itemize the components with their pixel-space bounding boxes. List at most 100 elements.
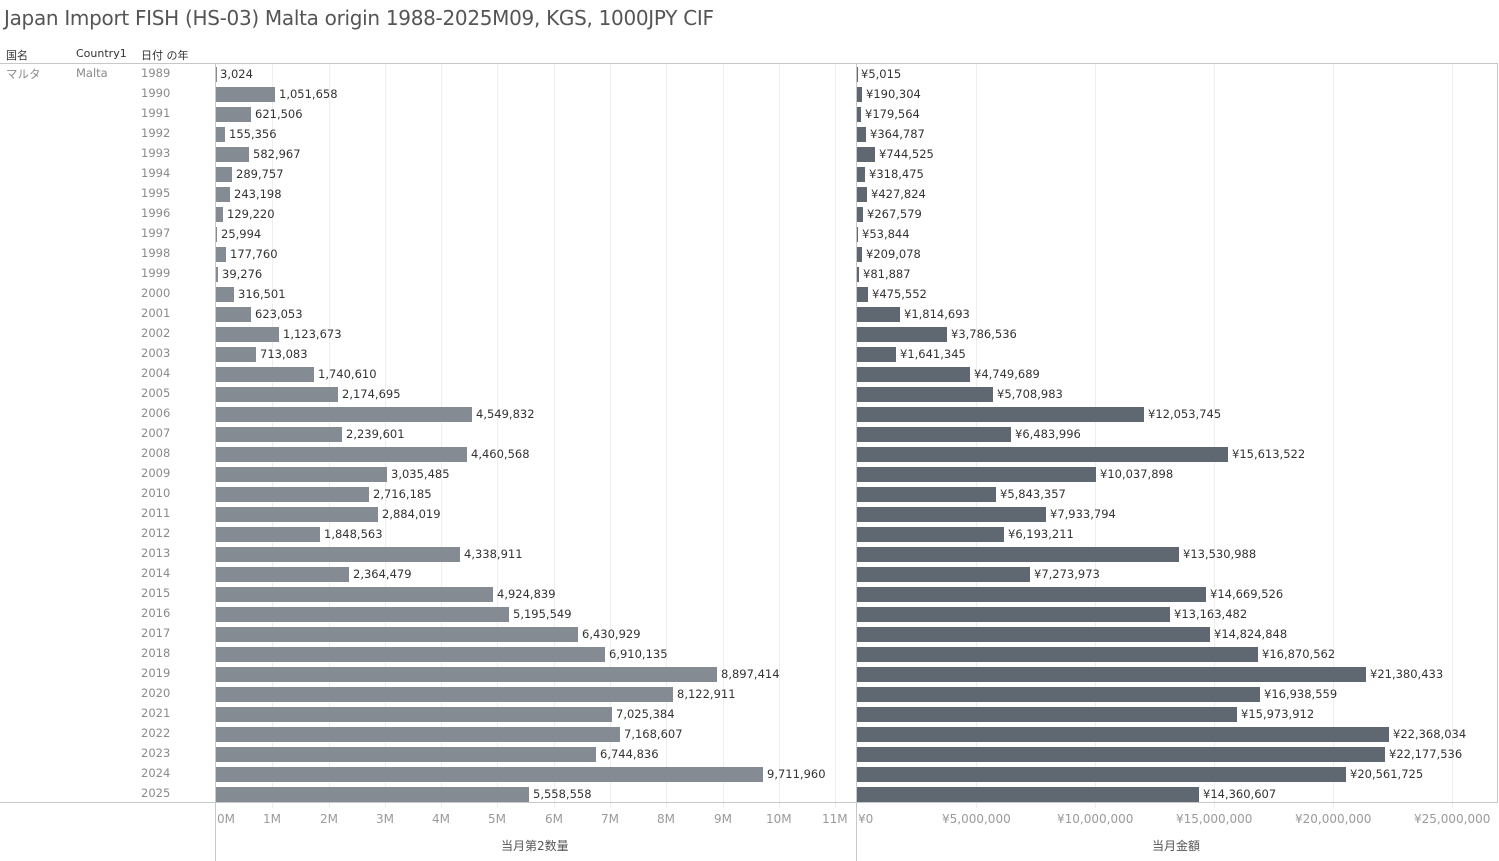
qty-bar[interactable] bbox=[216, 607, 509, 622]
amount-bar[interactable] bbox=[857, 627, 1210, 642]
qty-bar[interactable] bbox=[216, 707, 612, 722]
amount-bar[interactable] bbox=[857, 787, 1199, 802]
qty-bar[interactable] bbox=[216, 387, 339, 402]
qty-bar[interactable] bbox=[216, 747, 596, 762]
qty-value-label: 9,711,960 bbox=[767, 767, 826, 781]
amount-tick-label: ¥0 bbox=[858, 812, 874, 826]
qty-bar[interactable] bbox=[216, 567, 350, 582]
amount-bar[interactable] bbox=[857, 507, 1046, 522]
qty-value-label: 582,967 bbox=[253, 147, 301, 161]
amount-bar[interactable] bbox=[857, 407, 1144, 422]
qty-bar[interactable] bbox=[216, 327, 280, 342]
qty-bar[interactable] bbox=[216, 687, 674, 702]
row-country-en: Malta bbox=[76, 66, 108, 80]
amount-bar[interactable] bbox=[857, 707, 1238, 722]
amount-bar[interactable] bbox=[857, 107, 862, 122]
qty-bar[interactable] bbox=[216, 87, 276, 102]
amount-bar[interactable] bbox=[857, 727, 1390, 742]
amount-bar[interactable] bbox=[857, 347, 897, 362]
qty-bar[interactable] bbox=[216, 107, 251, 122]
qty-bar[interactable] bbox=[216, 467, 387, 482]
amount-bar[interactable] bbox=[857, 487, 997, 502]
amount-bar[interactable] bbox=[857, 147, 875, 162]
amount-value-label: ¥7,933,794 bbox=[1050, 507, 1116, 521]
amount-tick-label: ¥15,000,000 bbox=[1176, 812, 1253, 826]
qty-bar[interactable] bbox=[216, 787, 529, 802]
qty-bar[interactable] bbox=[216, 767, 763, 782]
qty-bar[interactable] bbox=[216, 207, 224, 222]
amount-bar[interactable] bbox=[857, 207, 864, 222]
amount-bar[interactable] bbox=[857, 747, 1385, 762]
amount-bar[interactable] bbox=[857, 327, 948, 342]
qty-bar[interactable] bbox=[216, 227, 218, 242]
qty-bar[interactable] bbox=[216, 427, 343, 442]
qty-bar[interactable] bbox=[216, 167, 233, 182]
amount-bar[interactable] bbox=[857, 647, 1259, 662]
qty-gridline bbox=[666, 64, 667, 802]
qty-bar[interactable] bbox=[216, 287, 234, 302]
amount-bar[interactable] bbox=[857, 447, 1229, 462]
amount-bar[interactable] bbox=[857, 127, 866, 142]
qty-bar[interactable] bbox=[216, 627, 579, 642]
header-year[interactable]: 日付 の年 bbox=[141, 49, 189, 62]
amount-bar[interactable] bbox=[857, 387, 993, 402]
amount-bar[interactable] bbox=[857, 87, 862, 102]
qty-value-label: 1,740,610 bbox=[318, 367, 377, 381]
qty-bar[interactable] bbox=[216, 127, 225, 142]
qty-tick-mark bbox=[441, 803, 442, 808]
amount-bar[interactable] bbox=[857, 187, 868, 202]
amount-value-label: ¥5,843,357 bbox=[1000, 487, 1066, 501]
qty-tick-label: 3M bbox=[376, 812, 394, 826]
amount-bar[interactable] bbox=[857, 247, 862, 262]
amount-bar[interactable] bbox=[857, 547, 1179, 562]
qty-bar[interactable] bbox=[216, 547, 461, 562]
qty-bar[interactable] bbox=[216, 507, 379, 522]
amount-gridline bbox=[1095, 64, 1096, 802]
qty-bar[interactable] bbox=[216, 647, 606, 662]
qty-bar[interactable] bbox=[216, 527, 321, 542]
qty-bar[interactable] bbox=[216, 667, 717, 682]
amount-bar[interactable] bbox=[857, 307, 901, 322]
dashboard-title: Japan Import FISH (HS-03) Malta origin 1… bbox=[4, 6, 714, 30]
amount-bar[interactable] bbox=[857, 527, 1005, 542]
amount-bar[interactable] bbox=[857, 667, 1366, 682]
amount-bar[interactable] bbox=[857, 587, 1206, 602]
qty-bar[interactable] bbox=[216, 307, 252, 322]
amount-bar[interactable] bbox=[857, 767, 1347, 782]
qty-bar[interactable] bbox=[216, 187, 230, 202]
amount-tick-mark bbox=[976, 803, 977, 808]
qty-bar[interactable] bbox=[216, 487, 369, 502]
qty-tick-mark bbox=[329, 803, 330, 808]
amount-bar[interactable] bbox=[857, 607, 1171, 622]
qty-bar[interactable] bbox=[216, 247, 226, 262]
qty-bar[interactable] bbox=[216, 587, 494, 602]
amount-bar[interactable] bbox=[857, 287, 869, 302]
amount-bar[interactable] bbox=[857, 367, 970, 382]
amount-value-label: ¥53,844 bbox=[862, 227, 910, 241]
qty-bar[interactable] bbox=[216, 367, 314, 382]
amount-value-label: ¥81,887 bbox=[863, 267, 911, 281]
amount-bar[interactable] bbox=[857, 167, 865, 182]
year-label: 2016 bbox=[141, 606, 171, 620]
qty-value-label: 39,276 bbox=[222, 267, 263, 281]
qty-bar[interactable] bbox=[216, 267, 219, 282]
amount-bar[interactable] bbox=[857, 567, 1031, 582]
amount-bar[interactable] bbox=[857, 687, 1260, 702]
header-country1[interactable]: Country1 bbox=[76, 47, 127, 60]
qty-gridline bbox=[385, 64, 386, 802]
qty-bar[interactable] bbox=[216, 147, 249, 162]
qty-bar[interactable] bbox=[216, 347, 257, 362]
qty-value-label: 2,239,601 bbox=[346, 427, 405, 441]
right-axis-title: 当月金額 bbox=[1152, 839, 1201, 853]
amount-bar[interactable] bbox=[857, 467, 1096, 482]
year-label: 2020 bbox=[141, 686, 171, 700]
amount-bar[interactable] bbox=[857, 227, 859, 242]
qty-bar[interactable] bbox=[216, 447, 468, 462]
qty-bar[interactable] bbox=[216, 407, 473, 422]
year-label: 2014 bbox=[141, 566, 171, 580]
amount-bar[interactable] bbox=[857, 427, 1012, 442]
amount-bar[interactable] bbox=[857, 267, 859, 282]
qty-bar[interactable] bbox=[216, 727, 620, 742]
year-label: 1994 bbox=[141, 166, 171, 180]
header-country-jp[interactable]: 国名 bbox=[6, 49, 28, 62]
